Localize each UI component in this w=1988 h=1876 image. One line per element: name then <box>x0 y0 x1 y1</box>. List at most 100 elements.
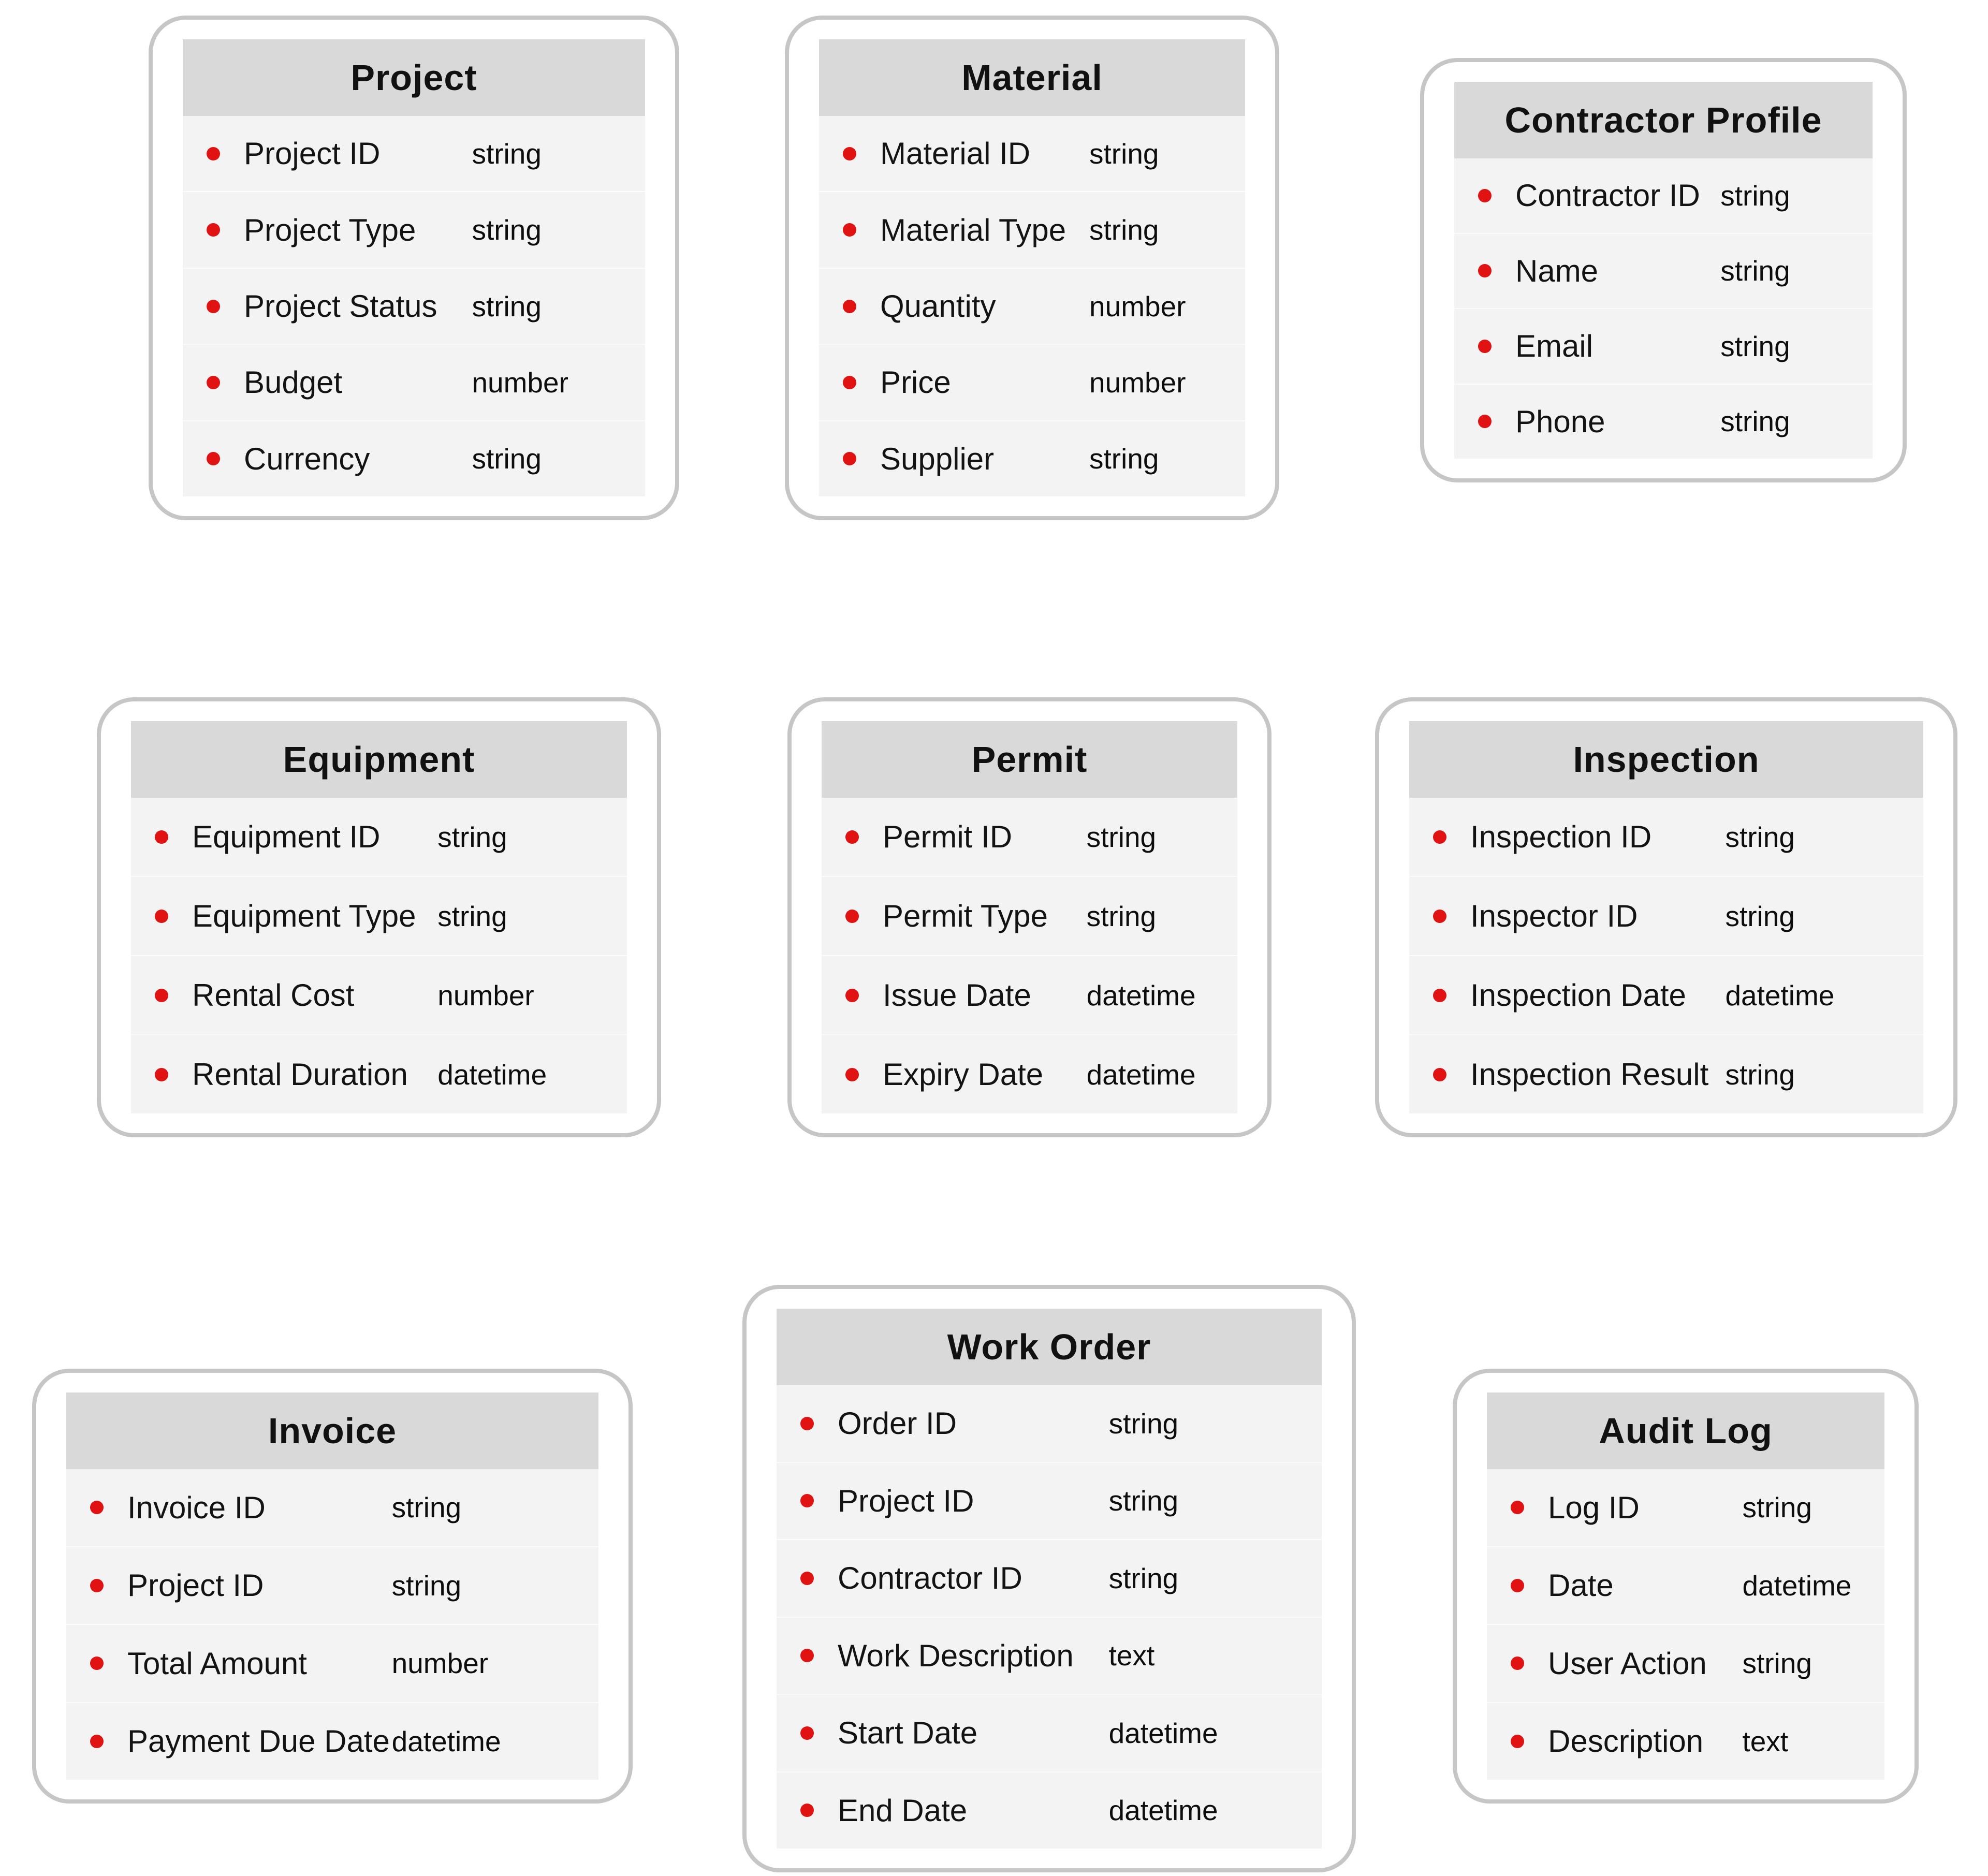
field-type-label: datetime <box>1108 1717 1218 1749</box>
field-name-label: Description <box>1548 1724 1704 1759</box>
entity-field-row-project-id: Project ID string <box>183 116 645 191</box>
entity-title: Permit <box>822 721 1237 798</box>
field-name-label: Price <box>880 365 951 400</box>
field-type-label: datetime <box>1725 979 1835 1012</box>
field-bullet-icon <box>1433 909 1446 923</box>
field-name-label: Rental Cost <box>192 978 355 1013</box>
field-type-label: string <box>1720 179 1790 212</box>
entity-field-row-material-id: Material ID string <box>819 116 1245 191</box>
field-name-label: Order ID <box>838 1406 957 1441</box>
field-bullet-icon <box>207 146 220 160</box>
field-bullet-icon <box>207 375 220 389</box>
field-bullet-icon <box>800 1571 814 1585</box>
field-bullet-icon <box>155 988 168 1002</box>
field-type-label: number <box>391 1647 489 1680</box>
field-name-label: Total Amount <box>127 1646 307 1681</box>
field-bullet-icon <box>800 1494 814 1508</box>
entity-field-row-inspector-id: Inspector ID string <box>1409 876 1923 955</box>
entity-field-row-inspection-date: Inspection Date datetime <box>1409 955 1923 1034</box>
field-type-label: string <box>1086 900 1157 932</box>
field-bullet-icon <box>207 223 220 237</box>
field-type-label: string <box>1725 900 1795 932</box>
field-bullet-icon <box>1478 339 1492 353</box>
entity-field-row-inspection-id: Inspection ID string <box>1409 798 1923 876</box>
entity-card-project: Project Project ID string Project Type s… <box>149 16 679 520</box>
field-name-label: Email <box>1515 329 1594 364</box>
field-name-label: Inspection Result <box>1470 1057 1709 1092</box>
field-type-label: string <box>1089 137 1159 170</box>
field-name-label: Permit ID <box>883 819 1013 854</box>
field-name-label: Equipment ID <box>192 819 381 854</box>
entity-field-row-work-description: Work Description text <box>777 1616 1322 1694</box>
entity-table: Permit Permit ID string Permit Type stri… <box>822 721 1237 1113</box>
field-type-label: string <box>1108 1485 1179 1517</box>
field-type-label: string <box>1720 330 1790 362</box>
field-name-label: Work Description <box>838 1638 1074 1673</box>
entity-card-audit-log: Audit Log Log ID string Date datetime Us… <box>1453 1369 1919 1804</box>
entity-field-list: Material ID string Material Type string … <box>819 116 1245 496</box>
field-bullet-icon <box>155 830 168 844</box>
field-bullet-icon <box>1433 1067 1446 1081</box>
field-type-label: string <box>1089 214 1159 246</box>
field-bullet-icon <box>155 1067 168 1081</box>
entity-field-row-project-status: Project Status string <box>183 267 645 344</box>
entity-table: Inspection Inspection ID string Inspecto… <box>1409 721 1923 1113</box>
field-type-label: string <box>1108 1562 1179 1594</box>
entity-card-material: Material Material ID string Material Typ… <box>785 16 1279 520</box>
entity-field-row-project-id: Project ID string <box>66 1546 598 1624</box>
field-bullet-icon <box>800 1649 814 1663</box>
entity-field-row-log-id: Log ID string <box>1487 1469 1884 1546</box>
field-type-label: string <box>472 443 542 475</box>
entity-field-row-end-date: End Date datetime <box>777 1771 1322 1849</box>
field-name-label: Date <box>1548 1568 1614 1603</box>
field-type-label: datetime <box>1108 1794 1218 1827</box>
field-name-label: Issue Date <box>883 978 1031 1013</box>
field-type-label: text <box>1108 1639 1155 1672</box>
field-type-label: number <box>1089 290 1186 323</box>
entity-field-row-price: Price number <box>819 344 1245 420</box>
field-name-label: Currency <box>244 441 370 476</box>
field-bullet-icon <box>1511 1578 1524 1592</box>
entity-field-row-invoice-id: Invoice ID string <box>66 1469 598 1546</box>
entity-field-list: Equipment ID string Equipment Type strin… <box>131 798 627 1113</box>
entity-field-row-rental-cost: Rental Cost number <box>131 955 627 1034</box>
field-name-label: Budget <box>244 365 343 400</box>
field-name-label: Material Type <box>880 212 1066 247</box>
field-type-label: string <box>391 1569 462 1602</box>
field-bullet-icon <box>1478 415 1492 429</box>
entity-table: Equipment Equipment ID string Equipment … <box>131 721 627 1113</box>
entity-field-row-contractor-id: Contractor ID string <box>777 1539 1322 1617</box>
field-type-label: datetime <box>1742 1569 1852 1602</box>
entity-field-row-permit-type: Permit Type string <box>822 876 1237 955</box>
entity-field-list: Project ID string Project Type string Pr… <box>183 116 645 496</box>
field-name-label: Log ID <box>1548 1490 1640 1525</box>
entity-field-row-user-action: User Action string <box>1487 1624 1884 1702</box>
field-name-label: Material ID <box>880 136 1031 171</box>
field-name-label: Project ID <box>838 1483 974 1518</box>
entity-table: Audit Log Log ID string Date datetime Us… <box>1487 1393 1884 1780</box>
field-type-label: datetime <box>1086 979 1196 1012</box>
entity-card-permit: Permit Permit ID string Permit Type stri… <box>787 697 1271 1137</box>
field-name-label: Inspection Date <box>1470 978 1686 1013</box>
entity-title: Material <box>819 39 1245 116</box>
field-bullet-icon <box>1511 1657 1524 1670</box>
entity-field-row-contractor-id: Contractor ID string <box>1454 158 1873 233</box>
entity-title: Invoice <box>66 1393 598 1469</box>
field-bullet-icon <box>90 1734 104 1748</box>
field-bullet-icon <box>800 1416 814 1430</box>
field-bullet-icon <box>1433 830 1446 844</box>
entity-table: Invoice Invoice ID string Project ID str… <box>66 1393 598 1780</box>
entity-field-row-material-type: Material Type string <box>819 191 1245 267</box>
entity-field-row-phone: Phone string <box>1454 383 1873 459</box>
entity-title: Contractor Profile <box>1454 82 1873 158</box>
field-bullet-icon <box>1478 264 1492 278</box>
field-type-label: string <box>472 290 542 323</box>
field-type-label: number <box>1089 366 1186 399</box>
field-bullet-icon <box>845 909 859 923</box>
entity-field-row-rental-duration: Rental Duration datetime <box>131 1034 627 1113</box>
field-bullet-icon <box>90 1657 104 1670</box>
field-type-label: number <box>472 366 568 399</box>
field-bullet-icon <box>1511 1501 1524 1515</box>
field-bullet-icon <box>207 299 220 313</box>
field-bullet-icon <box>845 830 859 844</box>
